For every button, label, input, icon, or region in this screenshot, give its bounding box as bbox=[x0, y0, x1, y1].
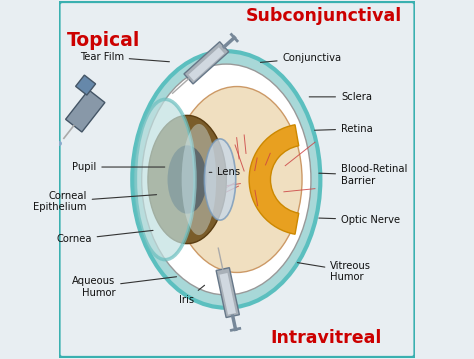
Wedge shape bbox=[249, 125, 299, 234]
Text: Conjunctiva: Conjunctiva bbox=[260, 53, 342, 63]
Ellipse shape bbox=[136, 99, 195, 260]
Text: Vitreous
Humor: Vitreous Humor bbox=[298, 261, 371, 282]
Text: Intravitreal: Intravitreal bbox=[271, 328, 382, 347]
Text: Sclera: Sclera bbox=[309, 92, 372, 102]
Text: Optic Nerve: Optic Nerve bbox=[319, 215, 400, 225]
Ellipse shape bbox=[142, 64, 311, 295]
Text: Corneal
Epithelium: Corneal Epithelium bbox=[33, 191, 156, 213]
Text: Retina: Retina bbox=[315, 124, 373, 134]
Polygon shape bbox=[216, 268, 239, 317]
Ellipse shape bbox=[148, 115, 226, 244]
Text: Topical: Topical bbox=[67, 31, 140, 50]
Text: Blood-Retinal
Barrier: Blood-Retinal Barrier bbox=[319, 164, 407, 186]
Text: Tear Film: Tear Film bbox=[80, 52, 169, 62]
Text: Cornea: Cornea bbox=[56, 230, 153, 244]
Text: Lens: Lens bbox=[209, 167, 240, 177]
Polygon shape bbox=[184, 42, 229, 84]
Ellipse shape bbox=[182, 124, 216, 235]
Ellipse shape bbox=[204, 139, 236, 220]
Polygon shape bbox=[76, 75, 96, 95]
Text: Subconjunctival: Subconjunctival bbox=[246, 7, 402, 25]
Text: Aqueous
Humor: Aqueous Humor bbox=[72, 276, 176, 298]
Text: Iris: Iris bbox=[179, 285, 205, 305]
FancyBboxPatch shape bbox=[59, 1, 415, 358]
Polygon shape bbox=[65, 90, 105, 132]
Text: Pupil: Pupil bbox=[72, 162, 165, 172]
Ellipse shape bbox=[167, 145, 207, 214]
Ellipse shape bbox=[132, 51, 320, 308]
Polygon shape bbox=[219, 273, 236, 314]
Polygon shape bbox=[189, 47, 224, 81]
Ellipse shape bbox=[172, 87, 302, 272]
